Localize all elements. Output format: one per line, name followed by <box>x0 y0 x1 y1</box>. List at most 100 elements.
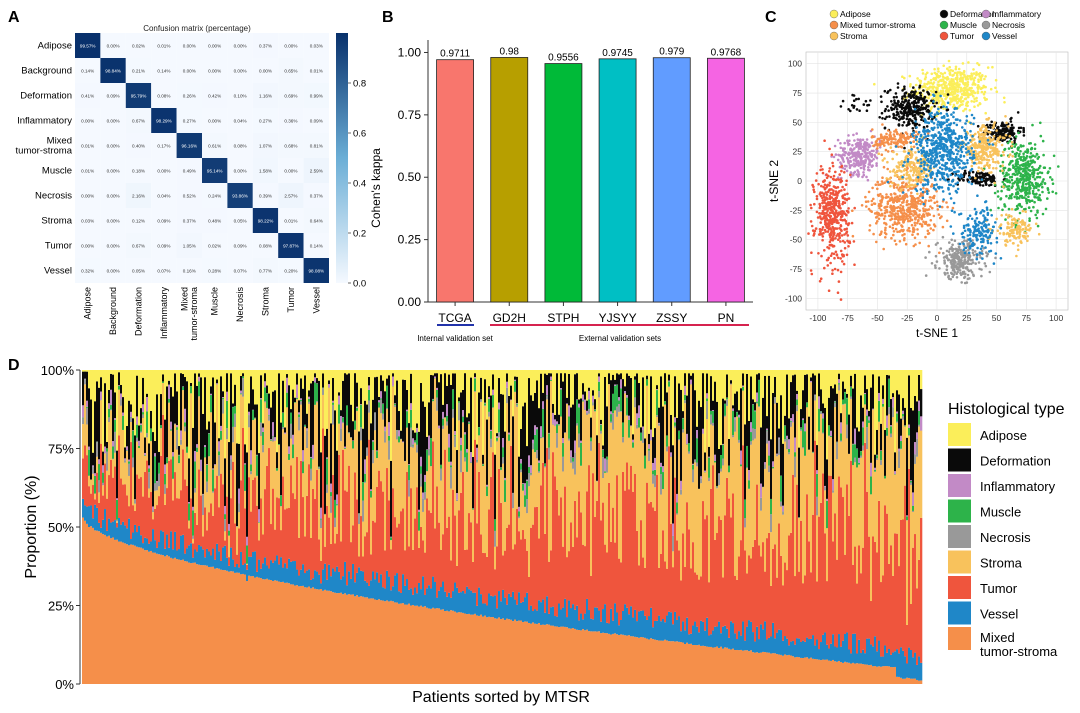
heatmap-cell-label: 2.57% <box>284 194 297 199</box>
tsne-point-stroma <box>983 133 987 136</box>
tsne-point-deformation <box>857 97 860 101</box>
tsne-point-vessel <box>948 149 951 152</box>
tsne-point-inflammatory <box>859 166 863 170</box>
tsne-point-vessel <box>967 141 970 145</box>
tsne-point-tumor <box>840 169 843 173</box>
tsne-point-tumor <box>836 268 840 272</box>
tsne-point-vessel <box>914 120 917 123</box>
tsne-point-tumor <box>836 256 840 260</box>
tsne-point-muscle <box>1023 179 1026 183</box>
proportion-segment-inflammatory <box>112 441 115 447</box>
tsne-point-mixed-tumor-stroma <box>902 209 906 212</box>
tsne-point-tumor <box>820 228 824 231</box>
tsne-point-deformation <box>919 111 922 115</box>
heatmap-column-label: Deformation <box>134 287 144 336</box>
tsne-point-vessel <box>944 162 948 165</box>
tsne-point-adipose <box>951 93 954 97</box>
tsne-point-vessel <box>972 243 976 246</box>
tsne-point-tumor <box>831 225 834 229</box>
tsne-legend-swatch-stroma <box>829 31 839 41</box>
tsne-point-tumor <box>837 200 841 203</box>
proportion-segment-deformation <box>92 452 95 466</box>
tsne-point-mixed-tumor-stroma <box>915 204 918 208</box>
tsne-point-muscle <box>1029 152 1033 155</box>
tsne-point-adipose <box>975 71 978 74</box>
tsne-point-vessel <box>939 138 942 142</box>
tsne-point-stroma <box>973 146 977 149</box>
tsne-point-mixed-tumor-stroma <box>910 196 914 200</box>
tsne-point-mixed-tumor-stroma <box>896 230 899 234</box>
tsne-point-vessel <box>995 236 999 240</box>
tsne-point-deformation <box>915 110 919 113</box>
heatmap-cell <box>151 158 177 183</box>
tsne-point-mixed-tumor-stroma <box>890 212 893 215</box>
tsne-point-deformation <box>913 92 916 96</box>
tsne-point-tumor <box>841 260 844 263</box>
tsne-point-deformation <box>898 115 901 118</box>
tsne-point-vessel <box>986 213 990 216</box>
tsne-legend-label: Deformation <box>950 9 997 19</box>
proportion-segment-deformation <box>100 377 103 392</box>
tsne-point-vessel <box>947 180 950 183</box>
proportion-segment-vessel <box>104 509 107 535</box>
tsne-point-tumor <box>831 164 835 168</box>
proportion-segment-mixed-tumor-stroma <box>110 538 113 684</box>
tsne-point-deformation <box>892 112 895 116</box>
tsne-point-adipose <box>970 72 973 75</box>
tsne-point-vessel <box>926 163 929 167</box>
tsne-point-vessel <box>932 94 936 97</box>
proportion-segment-vessel <box>120 524 123 542</box>
tsne-point-vessel <box>929 164 932 167</box>
heatmap-cell-label: 0.26% <box>183 94 196 99</box>
tsne-point-stroma <box>993 146 997 150</box>
tsne-point-stroma <box>1002 231 1005 235</box>
proportion-segment-necrosis <box>128 463 131 476</box>
tsne-point-deformation <box>1003 127 1006 131</box>
proportion-segment-stroma <box>88 475 91 487</box>
tsne-point-adipose <box>954 65 958 69</box>
tsne-point-inflammatory <box>845 169 849 173</box>
tsne-point-stroma <box>900 188 903 191</box>
tsne-point-tumor <box>818 227 822 231</box>
tsne-point-stroma <box>1017 217 1020 221</box>
tsne-point-mixed-tumor-stroma <box>902 228 905 232</box>
heatmap-cell <box>100 133 126 158</box>
heatmap-cell-label: 0.39% <box>259 194 272 199</box>
tsne-point-mixed-tumor-stroma <box>880 139 883 143</box>
heatmap-cell <box>202 83 228 108</box>
tsne-point-adipose <box>941 99 944 103</box>
tsne-point-stroma <box>907 181 911 184</box>
tsne-point-muscle <box>1043 182 1047 185</box>
tsne-point-deformation <box>930 99 933 103</box>
tsne-point-tumor <box>847 197 851 200</box>
tsne-point-necrosis <box>957 259 961 263</box>
proportion-segment-muscle <box>82 417 85 419</box>
tsne-point-mixed-tumor-stroma <box>941 225 945 229</box>
tsne-point-stroma <box>892 168 896 172</box>
tsne-point-stroma <box>909 156 912 160</box>
tsne-point-necrosis <box>936 241 939 245</box>
tsne-point-vessel <box>966 223 970 226</box>
heatmap-cell-label: 0.07% <box>234 269 247 274</box>
tsne-point-muscle <box>1025 171 1028 174</box>
tsne-point-deformation <box>880 100 883 104</box>
tsne-point-stroma <box>922 175 925 179</box>
tsne-point-tumor <box>810 272 814 276</box>
tsne-point-tumor <box>826 190 830 194</box>
tsne-point-vessel <box>941 190 945 193</box>
tsne-point-tumor <box>833 267 837 271</box>
tsne-point-inflammatory <box>853 147 856 150</box>
tsne-point-adipose <box>960 77 963 80</box>
proportion-segment-vessel <box>126 528 129 545</box>
heatmap-cell-label: 0.00% <box>107 194 120 199</box>
tsne-point-vessel <box>937 185 940 189</box>
proportion-segment-adipose <box>104 370 107 384</box>
tsne-point-vessel <box>964 143 968 146</box>
tsne-point-inflammatory <box>862 142 866 146</box>
tsne-point-muscle <box>1051 182 1055 185</box>
heatmap-row-label: Adipose <box>38 41 72 52</box>
tsne-point-vessel <box>922 129 925 133</box>
kappa-value-label: 0.979 <box>659 47 684 58</box>
heatmap-cell-label: 0.12% <box>132 219 145 224</box>
tsne-point-deformation <box>851 93 854 97</box>
